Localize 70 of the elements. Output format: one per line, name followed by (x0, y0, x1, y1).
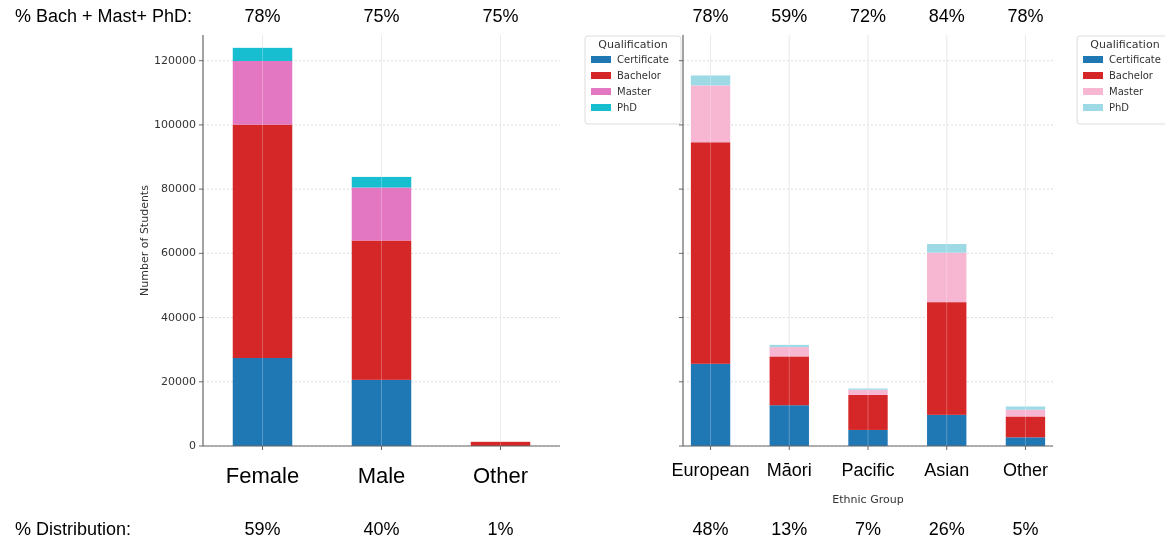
bar (690, 85, 731, 143)
bar (848, 394, 888, 430)
bar (1005, 416, 1046, 438)
y-axis-title: Number of Students (138, 184, 151, 296)
legend-title: Qualification (1090, 38, 1160, 51)
bar (848, 429, 888, 446)
text: 26% (928, 518, 965, 539)
bar (769, 405, 809, 446)
text: 78% (244, 5, 281, 26)
x-tick-label: Pacific (841, 459, 895, 480)
bar (351, 176, 412, 188)
text: 7% (854, 518, 882, 539)
text: 75% (363, 5, 400, 26)
bar (1005, 406, 1046, 410)
y-tick-label: 80000 (161, 182, 196, 196)
bar (848, 389, 888, 395)
text: 78% (1007, 5, 1044, 26)
bar (351, 240, 412, 380)
bar (690, 363, 731, 446)
y-tick-label: 120000 (154, 53, 196, 67)
y-tick-label: 60000 (161, 246, 196, 260)
legend-label: Master (1109, 86, 1145, 97)
y-tick-label: 100000 (154, 117, 196, 131)
bar (232, 47, 293, 62)
bar (690, 142, 731, 364)
bar (351, 187, 412, 241)
bar (769, 347, 809, 357)
text: 1% (487, 518, 514, 539)
text: % Distribution: (15, 518, 132, 539)
x-tick-label: Female (225, 462, 300, 488)
x-tick-label: Other (1002, 459, 1048, 480)
bar (927, 252, 967, 303)
bar (927, 244, 967, 253)
text: 40% (363, 518, 400, 539)
x-tick-label: Asian (924, 459, 970, 480)
bar (690, 75, 731, 86)
legend-label: Certificate (1109, 54, 1161, 65)
bar (232, 358, 293, 446)
text: 59% (771, 5, 808, 26)
text: 59% (244, 518, 281, 539)
legend-label: PhD (1109, 102, 1130, 113)
text: 84% (928, 5, 965, 26)
legend-label: Certificate (617, 54, 669, 65)
bar (769, 356, 809, 406)
text: 75% (482, 5, 519, 26)
text: 48% (692, 518, 729, 539)
bar (351, 379, 412, 446)
y-tick-label: 20000 (161, 374, 196, 388)
text: % Bach + Mast+ PhD: (15, 5, 193, 26)
bar (927, 414, 967, 446)
text: 72% (849, 5, 887, 26)
bar (232, 61, 293, 125)
legend-label: Bachelor (1109, 70, 1154, 81)
bar (927, 302, 967, 415)
legend-label: PhD (617, 102, 638, 113)
legend-label: Master (617, 86, 653, 97)
text: 13% (771, 518, 808, 539)
legend-label: Bachelor (617, 70, 662, 81)
x-axis-title: Ethnic Group (832, 493, 904, 506)
x-tick-label: Male (357, 462, 406, 488)
y-tick-label: 0 (189, 439, 196, 452)
x-tick-label: Māori (766, 459, 812, 480)
bar (1005, 437, 1046, 446)
text: 78% (692, 5, 729, 26)
x-tick-label: Other (472, 462, 529, 488)
bar (232, 124, 293, 359)
x-tick-label: European (671, 459, 750, 480)
text: 5% (1012, 518, 1039, 539)
legend-title: Qualification (598, 38, 668, 51)
y-tick-label: 40000 (161, 310, 196, 324)
